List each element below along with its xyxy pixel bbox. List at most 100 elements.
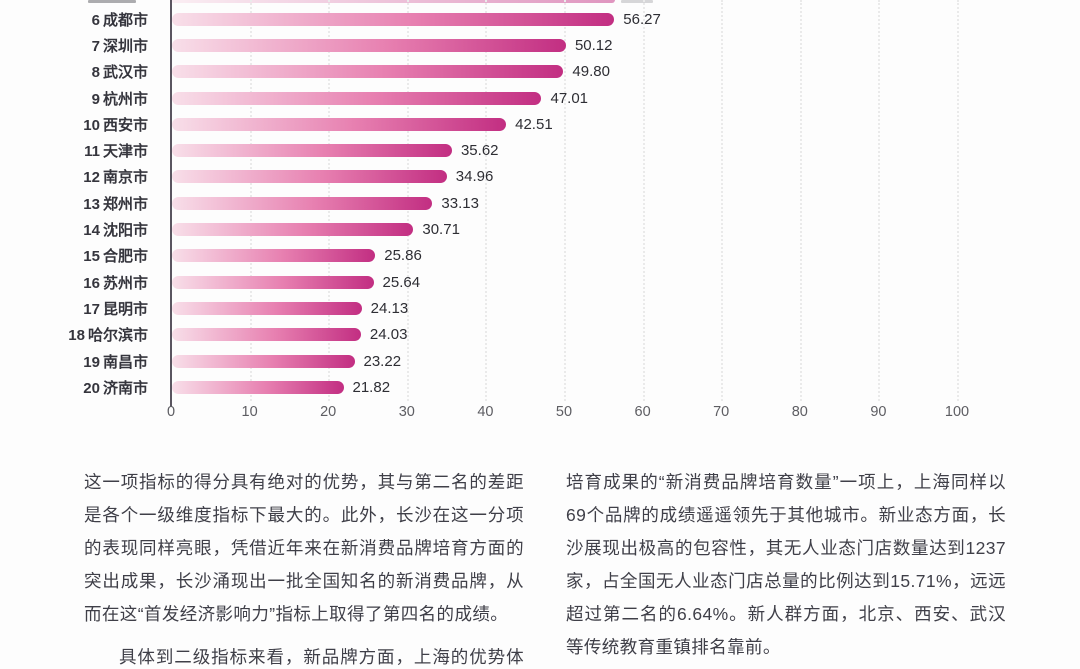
bar-track: 24.13 xyxy=(172,295,958,321)
score-bar xyxy=(172,301,362,315)
partial-score-bar xyxy=(171,0,615,3)
x-tick-label: 30 xyxy=(398,404,415,420)
x-tick-label: 60 xyxy=(634,404,651,420)
rank-number: 15 xyxy=(83,248,100,266)
text-column-right: 培育成果的“新消费品牌培育数量”一项上，上海同样以69个品牌的成绩遥遥领先于其他… xyxy=(566,466,1006,669)
city-name: 深圳市 xyxy=(102,37,148,55)
score-bar xyxy=(172,249,376,263)
x-tick-label: 90 xyxy=(870,404,887,420)
city-label: 20 济南市 xyxy=(0,377,160,398)
chart-rows: 6 成都市 56.27 7 深圳市 50.12 8 武汉市 49.80 9 杭州市 47… xyxy=(0,6,1080,400)
score-value: 34.96 xyxy=(455,168,494,186)
rank-number: 8 xyxy=(91,64,100,82)
x-tick-label: 40 xyxy=(477,404,494,420)
rank-number: 9 xyxy=(91,90,100,108)
score-bar xyxy=(172,170,447,184)
rank-number: 14 xyxy=(83,222,100,240)
score-value: 21.82 xyxy=(352,378,391,396)
text-column-left: 这一项指标的得分具有绝对的优势，其与第二名的差距是各个一级维度指标下最大的。此外… xyxy=(84,466,524,669)
paragraph: 培育成果的“新消费品牌培育数量”一项上，上海同样以69个品牌的成绩遥遥领先于其他… xyxy=(566,472,1006,657)
rank-number: 18 xyxy=(68,327,85,345)
rank-number: 6 xyxy=(91,11,100,29)
x-axis-ticks: 0 10 20 30 40 50 60 70 80 90 100 xyxy=(167,401,969,423)
chart-row: 6 成都市 56.27 xyxy=(0,6,1080,32)
bar-track: 25.86 xyxy=(172,243,958,269)
paragraph: 这一项指标的得分具有绝对的优势，其与第二名的差距是各个一级维度指标下最大的。此外… xyxy=(84,472,524,624)
score-bar xyxy=(172,380,344,394)
score-value: 33.13 xyxy=(441,194,479,212)
bar-track: 25.64 xyxy=(172,269,958,295)
x-tick-label: 70 xyxy=(713,404,730,420)
chart-row: 19 南昌市 23.22 xyxy=(0,348,1080,374)
score-bar xyxy=(172,91,542,105)
city-name: 西安市 xyxy=(102,116,148,134)
city-label: 16 苏州市 xyxy=(0,272,160,293)
x-tick-label: 50 xyxy=(555,404,573,420)
city-label: 14 沈阳市 xyxy=(0,219,160,240)
city-name: 成都市 xyxy=(102,11,148,29)
chart-row: 16 苏州市 25.64 xyxy=(0,269,1080,295)
bar-track: 23.22 xyxy=(172,348,958,374)
score-bar xyxy=(172,354,355,368)
score-bar xyxy=(172,65,564,79)
city-name: 沈阳市 xyxy=(102,222,148,240)
city-name: 杭州市 xyxy=(102,90,148,108)
bar-track: 50.12 xyxy=(172,32,958,58)
paragraph: 具体到二级指标来看，新品牌方面，上海的优势体现 xyxy=(119,647,524,667)
bar-track: 35.62 xyxy=(172,137,958,163)
city-label: 10 西安市 xyxy=(0,114,160,135)
score-value: 30.71 xyxy=(422,221,460,239)
partial-city-label xyxy=(88,0,136,3)
score-bar xyxy=(172,275,374,289)
bar-track: 47.01 xyxy=(172,85,958,111)
city-name: 济南市 xyxy=(102,379,148,397)
bar-track: 49.80 xyxy=(172,59,958,85)
city-label: 9 杭州市 xyxy=(0,88,160,109)
chart-row: 18 哈尔滨市 24.03 xyxy=(0,322,1080,348)
chart-row: 11 天津市 35.62 xyxy=(0,137,1080,163)
x-tick-label: 80 xyxy=(791,404,808,420)
chart-row: 14 沈阳市 30.71 xyxy=(0,216,1080,242)
body-text: 这一项指标的得分具有绝对的优势，其与第二名的差距是各个一级维度指标下最大的。此外… xyxy=(84,466,1006,669)
city-label: 13 郑州市 xyxy=(0,193,160,214)
score-value: 42.51 xyxy=(515,115,553,133)
score-value: 24.13 xyxy=(370,299,409,317)
rank-number: 20 xyxy=(83,379,100,397)
score-value: 24.03 xyxy=(369,326,408,344)
bar-track: 21.82 xyxy=(172,374,958,400)
chart-row: 13 郑州市 33.13 xyxy=(0,190,1080,216)
chart-row: 7 深圳市 50.12 xyxy=(0,32,1080,58)
rank-number: 12 xyxy=(83,169,100,187)
score-value: 25.86 xyxy=(384,247,422,265)
score-value: 47.01 xyxy=(550,89,589,107)
score-bar xyxy=(172,144,452,158)
score-value: 56.27 xyxy=(623,10,661,28)
x-tick-label: 0 xyxy=(166,404,176,420)
city-label: 17 昆明市 xyxy=(0,298,160,319)
score-value: 35.62 xyxy=(460,142,499,160)
bar-track: 56.27 xyxy=(172,6,958,32)
rank-number: 10 xyxy=(83,116,100,134)
city-label: 7 深圳市 xyxy=(0,35,160,56)
ranking-bar-chart: 6 成都市 56.27 7 深圳市 50.12 8 武汉市 49.80 9 杭州市 47… xyxy=(0,0,1080,423)
chart-row: 12 南京市 34.96 xyxy=(0,164,1080,190)
city-name: 苏州市 xyxy=(102,274,148,292)
city-label: 18 哈尔滨市 xyxy=(0,324,160,345)
rank-number: 19 xyxy=(83,353,100,371)
bar-track: 24.03 xyxy=(172,322,958,348)
score-bar xyxy=(172,328,361,342)
city-name: 武汉市 xyxy=(102,64,148,82)
rank-number: 7 xyxy=(91,37,100,55)
y-axis-line xyxy=(170,0,172,407)
city-label: 11 天津市 xyxy=(0,140,160,161)
chart-row: 8 武汉市 49.80 xyxy=(0,59,1080,85)
city-label: 8 武汉市 xyxy=(0,61,160,82)
city-name: 郑州市 xyxy=(102,195,148,213)
partial-score-value xyxy=(621,0,653,3)
bar-track: 30.71 xyxy=(172,216,958,242)
chart-row: 9 杭州市 47.01 xyxy=(0,85,1080,111)
chart-row: 17 昆明市 24.13 xyxy=(0,295,1080,321)
x-tick-label: 20 xyxy=(320,404,337,420)
score-bar xyxy=(172,12,615,26)
